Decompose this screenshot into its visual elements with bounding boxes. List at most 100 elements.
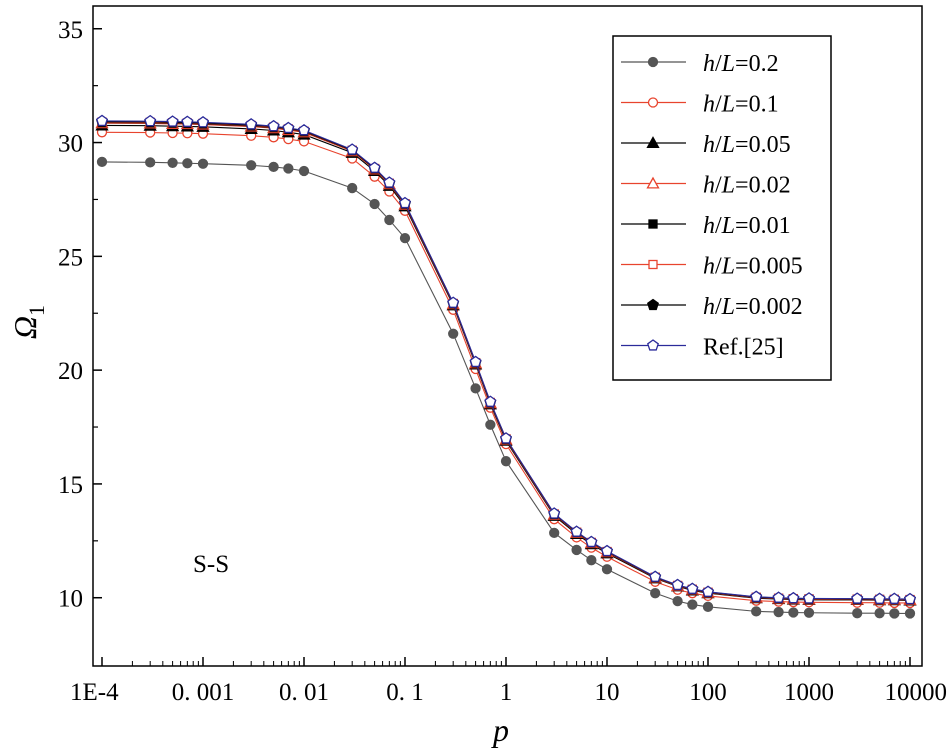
- data-point: [283, 163, 294, 174]
- data-point: [803, 607, 815, 618]
- data-point: [197, 158, 209, 169]
- x-tick-label: 1E-4: [70, 679, 119, 706]
- legend-marker: [648, 259, 658, 270]
- data-point: [702, 585, 714, 597]
- data-point: [485, 419, 496, 430]
- legend: h/L=0.2 h/L=0.1 h/L=0.05 h/L=0.02 h/L=0.01 h/…: [612, 35, 832, 381]
- data-point: [585, 535, 598, 548]
- annotation-label: S-S: [193, 551, 229, 578]
- svg-text:Ω1: Ω1: [7, 305, 49, 339]
- data-point: [484, 395, 497, 407]
- data-point: [346, 143, 359, 155]
- legend-label: h/L=0.05: [703, 132, 791, 158]
- data-point: [399, 232, 411, 244]
- legend-label: h/L=0.02: [703, 173, 791, 199]
- data-point: [96, 156, 108, 168]
- data-point: [470, 383, 481, 394]
- x-axis-title: p: [491, 712, 509, 748]
- legend-label: Ref.[25]: [703, 335, 784, 361]
- legend-label: h/L=0.1: [703, 92, 779, 118]
- x-tick-label: 0. 1: [386, 679, 424, 706]
- data-point: [500, 456, 512, 467]
- legend-label: h/L=0.01: [703, 213, 791, 239]
- data-point: [167, 157, 178, 168]
- data-point: [586, 555, 597, 566]
- data-point: [904, 608, 916, 619]
- ticks-layer: 10 15 20 25 30 35 1E-4 0. 001 0. 01 0. 1 1 10 100 100…: [58, 17, 947, 706]
- y-tick-label: 10: [58, 586, 83, 613]
- data-point: [144, 114, 157, 127]
- data-point: [298, 123, 310, 136]
- data-point: [773, 606, 784, 618]
- data-point: [282, 121, 295, 134]
- data-point: [570, 525, 583, 537]
- legend-item: h/L=0.2: [621, 51, 779, 77]
- data-point: [672, 595, 683, 607]
- legend-marker: [647, 339, 659, 351]
- x-tick-label: 100: [689, 679, 727, 706]
- x-tick-label: 0. 01: [279, 679, 329, 706]
- data-point: [852, 608, 863, 619]
- series-layer: [95, 114, 917, 619]
- data-point: [469, 355, 482, 368]
- data-point: [788, 607, 799, 618]
- legend-marker: [647, 298, 659, 311]
- legend-item: h/L=0.005: [621, 254, 803, 280]
- data-point: [702, 601, 714, 612]
- data-point: [904, 592, 916, 605]
- data-point: [772, 591, 785, 603]
- legend-marker: [647, 56, 659, 68]
- data-point: [649, 570, 662, 582]
- data-point: [181, 115, 194, 127]
- data-point: [751, 606, 762, 617]
- x-tick-label: 1000: [784, 679, 834, 706]
- plot-area-border: [92, 5, 923, 667]
- y-axis-title-symbol: Ω: [7, 316, 43, 339]
- data-point: [96, 114, 108, 127]
- series-1: [96, 156, 916, 619]
- data-point: [889, 608, 900, 619]
- x-tick-label: 1: [500, 679, 513, 706]
- data-point: [347, 182, 358, 194]
- data-point: [245, 118, 258, 130]
- data-point: [383, 176, 396, 188]
- data-point: [500, 432, 512, 444]
- x-tick-label: 10: [595, 679, 620, 706]
- data-point: [686, 582, 699, 594]
- data-point: [601, 544, 613, 557]
- y-tick-label: 20: [58, 358, 83, 385]
- legend-marker: [646, 136, 660, 149]
- data-point: [888, 592, 901, 604]
- data-point: [166, 115, 179, 127]
- y-tick-label: 25: [58, 244, 83, 271]
- data-point: [687, 599, 698, 610]
- data-point: [145, 157, 156, 168]
- data-point: [874, 608, 885, 619]
- y-tick-label: 35: [58, 17, 83, 44]
- data-point: [803, 592, 815, 604]
- legend-label: h/L=0.005: [703, 254, 803, 280]
- series-8: [96, 114, 916, 605]
- data-point: [787, 591, 800, 604]
- legend-item: h/L=0.05: [621, 132, 791, 158]
- data-point: [182, 158, 193, 169]
- data-point: [267, 119, 280, 132]
- data-point: [447, 296, 460, 308]
- y-tick-label: 30: [58, 131, 83, 158]
- data-point: [298, 165, 310, 177]
- y-axis-title: Ω1: [7, 305, 49, 339]
- legend-box: [612, 35, 832, 381]
- data-point: [399, 196, 411, 209]
- y-tick-label: 15: [58, 472, 83, 499]
- data-point: [650, 588, 661, 599]
- x-tick-label: 10000: [885, 679, 948, 706]
- x-tick-label: 0. 001: [172, 679, 235, 706]
- plot-frame: [92, 5, 923, 667]
- data-point: [601, 564, 613, 575]
- legend-marker: [647, 97, 659, 108]
- legend-marker: [646, 176, 660, 189]
- data-point: [246, 160, 257, 171]
- data-point: [750, 590, 763, 602]
- data-point: [671, 578, 684, 591]
